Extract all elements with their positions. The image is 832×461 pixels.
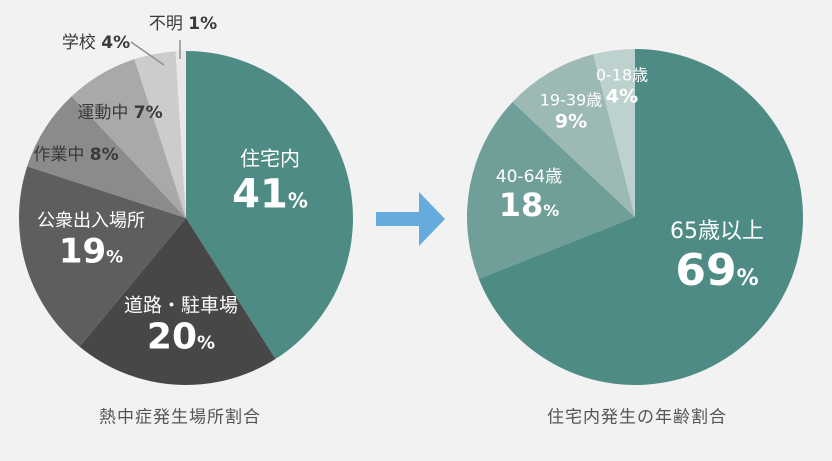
slice-unit: % — [619, 85, 639, 108]
slice-unit: % — [106, 247, 124, 268]
slice-name: 0-18歳 — [595, 65, 649, 85]
label-residential: 住宅内 41% — [232, 146, 308, 219]
pie-0-slice-1 — [79, 218, 276, 385]
slice-unit: % — [113, 32, 131, 53]
pie-1-slice-0 — [478, 49, 804, 385]
slice-name: 作業中 — [33, 144, 85, 165]
slice-value: 20 — [146, 316, 198, 358]
label-unknown: 不明 1% — [149, 14, 217, 34]
label-working: 作業中 8% — [33, 145, 118, 165]
slice-value: 18 — [498, 186, 544, 225]
slice-unit: % — [543, 201, 560, 221]
school-leader-line — [130, 41, 165, 66]
left-chart-caption: 熱中症発生場所割合 — [99, 407, 261, 428]
pie-0-slice-6 — [175, 51, 186, 218]
pie-1-slice-1 — [467, 102, 635, 279]
slice-name: 19-39歳 — [539, 90, 603, 110]
slice-unit: % — [101, 144, 119, 165]
label-age-40-64: 40-64歳 18% — [496, 167, 562, 225]
slice-name: 学校 — [61, 32, 96, 53]
slice-value: 41 — [232, 171, 288, 218]
slice-unit: % — [145, 102, 163, 123]
slice-value: 19 — [58, 231, 107, 272]
slice-value: 4 — [101, 32, 114, 53]
slice-name: 住宅内 — [240, 146, 300, 171]
pie-1-slice-3 — [593, 49, 635, 217]
slice-value: 1 — [188, 13, 201, 34]
slice-name: 65歳以上 — [670, 219, 764, 245]
slice-name: 運動中 — [77, 102, 129, 123]
pie-0-slice-4 — [71, 59, 186, 218]
slice-unit: % — [197, 332, 216, 354]
right-pie-chart — [467, 49, 804, 385]
slice-name: 公衆出入場所 — [37, 210, 145, 232]
label-public-places: 公衆出入場所 19% — [37, 210, 145, 271]
label-age-19-39: 19-39歳 9% — [539, 90, 603, 133]
label-school: 学校 4% — [62, 33, 130, 53]
slice-value: 9 — [554, 110, 569, 133]
slice-unit: % — [200, 13, 218, 34]
right-arrow-icon — [376, 192, 445, 246]
label-road-parking: 道路・駐車場 20% — [124, 295, 238, 360]
slice-name: 道路・駐車場 — [123, 294, 239, 317]
pie-1-slice-2 — [512, 54, 635, 217]
slice-unit: % — [568, 110, 588, 133]
label-exercising: 運動中 7% — [77, 103, 162, 123]
slice-value: 69 — [675, 245, 737, 297]
slice-unit: % — [287, 188, 308, 213]
pie-0-slice-2 — [18, 166, 187, 347]
slice-name: 不明 — [148, 13, 183, 34]
pie-0-slice-0 — [186, 51, 353, 359]
slice-value: 7 — [133, 102, 146, 123]
slice-value: 4 — [605, 85, 620, 108]
pie-0-slice-3 — [27, 96, 187, 218]
label-age-0-18: 0-18歳 4% — [595, 65, 649, 108]
slice-unit: % — [736, 266, 759, 292]
pie-0-slice-5 — [134, 51, 186, 218]
right-chart-caption: 住宅内発生の年齢割合 — [547, 407, 727, 428]
slice-value: 8 — [89, 144, 102, 165]
left-pie-chart — [18, 51, 353, 385]
label-age-65-plus: 65歳以上 69% — [670, 219, 764, 297]
slice-name: 40-64歳 — [495, 167, 563, 188]
